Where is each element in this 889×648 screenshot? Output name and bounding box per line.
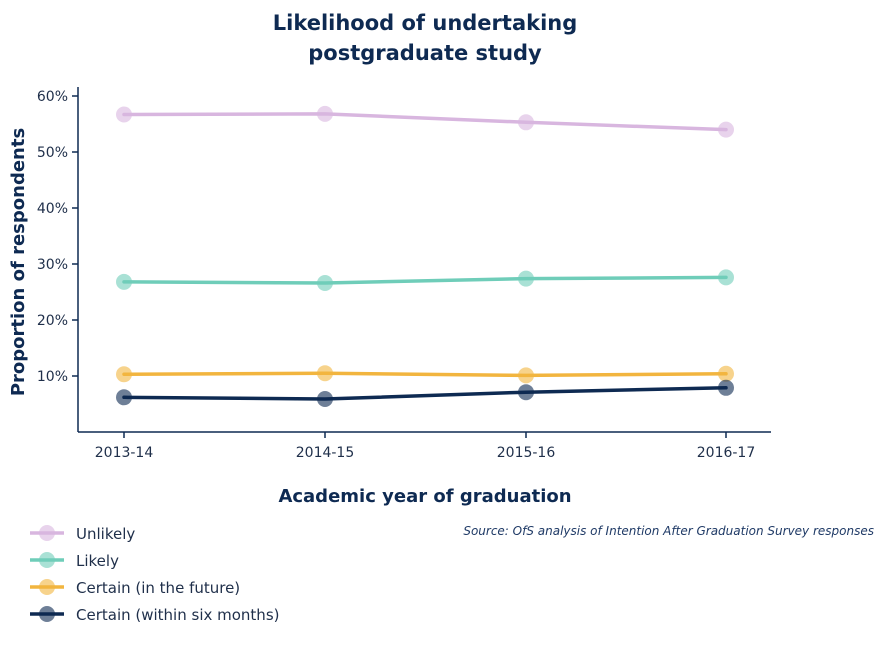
legend-label: Likely — [76, 552, 119, 570]
y-axis: 10% 20% 30% 40% 50% 60% — [37, 87, 79, 432]
data-point — [116, 106, 132, 123]
legend-item: Likely — [30, 552, 119, 570]
y-tick-label: 10% — [37, 369, 68, 385]
legend-item: Unlikely — [30, 525, 135, 543]
legend-label: Unlikely — [76, 525, 135, 543]
data-point — [317, 275, 333, 291]
data-point — [718, 379, 734, 396]
series-0 — [116, 105, 734, 138]
y-tick-label: 20% — [37, 313, 68, 329]
data-point — [518, 270, 534, 287]
data-point — [317, 391, 333, 407]
data-point — [116, 389, 132, 406]
data-point — [317, 105, 333, 122]
y-tick-label: 60% — [37, 89, 68, 105]
x-tick-label: 2014-15 — [296, 445, 355, 461]
data-point — [317, 365, 333, 382]
series-1 — [116, 269, 734, 291]
series-line — [122, 371, 728, 378]
series-line — [122, 386, 728, 401]
series-3 — [116, 379, 734, 407]
data-point — [518, 114, 534, 131]
legend-swatch-marker — [39, 579, 55, 595]
data-point — [718, 121, 734, 138]
plot-area — [116, 105, 734, 407]
data-point — [718, 365, 734, 382]
legend-label: Certain (in the future) — [76, 579, 240, 597]
x-tick-label: 2013-14 — [95, 445, 154, 461]
y-tick-label: 50% — [37, 145, 68, 161]
x-tick-label: 2016-17 — [697, 445, 756, 461]
x-tick-labels: 2013-14 2014-15 2015-16 2016-17 — [95, 432, 756, 461]
source-note: Source: OfS analysis of Intention After … — [463, 524, 874, 538]
series-2 — [116, 365, 734, 384]
legend: Unlikely Likely Certain (in the future) Cer… — [30, 525, 279, 624]
legend-item: Certain (in the future) — [30, 579, 240, 597]
legend-item: Certain (within six months) — [30, 606, 279, 624]
y-tick-label: 30% — [37, 257, 68, 273]
x-axis: 2013-14 2014-15 2015-16 2016-17 — [78, 431, 771, 461]
data-point — [116, 366, 132, 383]
legend-swatch-marker — [39, 606, 55, 622]
legend-swatch-marker — [39, 552, 55, 568]
series-line — [122, 112, 728, 132]
y-axis-title: Proportion of respondents — [8, 128, 29, 396]
series-line — [122, 275, 728, 285]
legend-label: Certain (within six months) — [76, 606, 279, 624]
y-tick-labels: 10% 20% 30% 40% 50% 60% — [37, 89, 78, 385]
x-axis-title: Academic year of graduation — [278, 486, 571, 507]
data-point — [518, 367, 534, 384]
chart-title-line-1: Likelihood of undertaking — [273, 11, 578, 35]
data-point — [718, 269, 734, 286]
y-tick-label: 40% — [37, 201, 68, 217]
x-tick-label: 2015-16 — [497, 445, 556, 461]
chart-title-line-2: postgraduate study — [308, 41, 542, 65]
data-point — [116, 273, 132, 290]
data-point — [518, 384, 534, 401]
legend-swatch-marker — [39, 525, 55, 541]
